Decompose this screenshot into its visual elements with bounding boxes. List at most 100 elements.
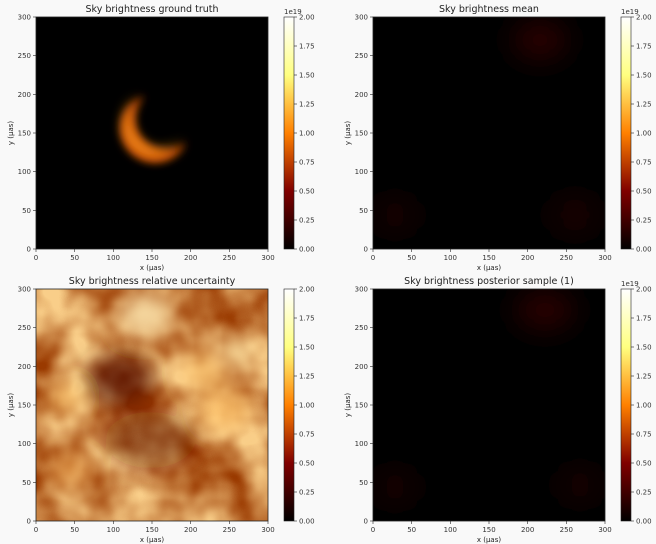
heatmap-posterior-sample	[373, 289, 605, 521]
colorbar-tick-label: 0.00	[299, 518, 315, 526]
x-tick-label: 150	[482, 254, 495, 262]
colorbar-tick-label: 1.25	[299, 101, 315, 109]
x-tick-label: 50	[407, 526, 416, 534]
colorbar-ground-truth	[283, 16, 295, 250]
colorbar-tick-label: 0.75	[299, 159, 315, 167]
y-tick-label: 300	[18, 286, 31, 294]
colorbar-tick-label: 1.00	[636, 130, 652, 138]
x-tick-label: 100	[444, 526, 457, 534]
x-tick-label: 50	[407, 254, 416, 262]
colorbar-tick-label: 1.75	[299, 315, 315, 323]
x-axis-label: x (µas)	[140, 536, 164, 544]
y-tick-label: 300	[355, 286, 368, 294]
x-tick-label: 300	[261, 254, 274, 262]
colorbar-tick-label: 0.00	[636, 246, 652, 254]
x-tick-label: 50	[70, 526, 79, 534]
x-tick-label: 200	[521, 254, 534, 262]
y-tick-label: 200	[18, 363, 31, 371]
x-tick-label: 0	[371, 526, 375, 534]
colorbar-tick-label: 1.75	[299, 43, 315, 51]
colorbar-uncertainty	[283, 288, 295, 522]
y-tick-label: 0	[364, 518, 368, 526]
heatmap-uncertainty	[36, 289, 268, 521]
x-tick-label: 150	[145, 526, 158, 534]
x-axis-label: x (µas)	[477, 536, 501, 544]
y-tick-label: 200	[355, 363, 368, 371]
x-tick-label: 250	[223, 526, 236, 534]
y-axis-label: y (µas)	[7, 393, 15, 417]
x-tick-label: 150	[482, 526, 495, 534]
x-tick-label: 100	[107, 526, 120, 534]
panel-ground-truth: Sky brightness ground truth	[35, 4, 269, 250]
x-tick-label: 50	[70, 254, 79, 262]
colorbar-tick-label: 1.50	[299, 72, 315, 80]
colorbar-tick-label: 0.75	[299, 431, 315, 439]
x-tick-label: 200	[184, 254, 197, 262]
title-ground-truth: Sky brightness ground truth	[86, 4, 219, 15]
colorbar-tick-label: 0.25	[299, 217, 315, 225]
y-tick-label: 250	[355, 52, 368, 60]
colorbar-scale-label: 1e19	[621, 280, 639, 288]
colorbar-tick-label: 1.25	[299, 373, 315, 381]
y-tick-label: 250	[18, 52, 31, 60]
y-tick-label: 0	[364, 246, 368, 254]
heatmap-ground-truth	[36, 17, 268, 249]
y-axis-label: y (µas)	[7, 121, 15, 145]
y-tick-label: 150	[18, 130, 31, 138]
x-axis-label: x (µas)	[140, 264, 164, 272]
colorbar-tick-label: 1.25	[636, 101, 652, 109]
y-tick-label: 50	[22, 479, 31, 487]
colorbar-tick-label: 0.25	[636, 489, 652, 497]
y-tick-label: 50	[22, 207, 31, 215]
colorbar-scale-label: 1e19	[284, 8, 302, 16]
y-tick-label: 100	[355, 168, 368, 176]
y-axis-label: y (µas)	[344, 393, 352, 417]
colorbar-tick-label: 0.50	[299, 460, 315, 468]
title-mean: Sky brightness mean	[439, 4, 539, 15]
panel-posterior-sample: Sky brightness posterior sample (1)	[372, 276, 606, 522]
y-tick-label: 250	[355, 324, 368, 332]
panel-mean: Sky brightness mean	[372, 4, 606, 250]
x-tick-label: 0	[34, 526, 38, 534]
colorbar-tick-label: 1.25	[636, 373, 652, 381]
x-tick-label: 0	[34, 254, 38, 262]
axes-layer: 0 50 100 150 200 250 300 0 50 100 150 200 250 300 x (µ…	[7, 8, 652, 544]
colorbar-tick-label: 1.50	[636, 72, 652, 80]
x-tick-label: 200	[521, 526, 534, 534]
x-axis-label: x (µas)	[477, 264, 501, 272]
y-tick-label: 0	[27, 518, 31, 526]
y-tick-label: 150	[18, 402, 31, 410]
colorbar-tick-label: 2.00	[299, 14, 315, 22]
x-tick-label: 0	[371, 254, 375, 262]
colorbar-tick-label: 1.75	[636, 315, 652, 323]
x-tick-label: 250	[560, 254, 573, 262]
x-tick-label: 250	[560, 526, 573, 534]
y-tick-label: 300	[18, 14, 31, 22]
x-tick-label: 300	[598, 526, 611, 534]
colorbar-tick-label: 0.25	[299, 489, 315, 497]
colorbar-tick-label: 1.50	[299, 344, 315, 352]
colorbar-tick-label: 0.50	[299, 188, 315, 196]
y-tick-label: 100	[18, 440, 31, 448]
y-tick-label: 200	[355, 91, 368, 99]
colorbar-tick-label: 0.00	[636, 518, 652, 526]
colorbar-tick-label: 1.00	[299, 130, 315, 138]
colorbar-tick-label: 1.75	[636, 43, 652, 51]
x-tick-label: 100	[107, 254, 120, 262]
colorbar-posterior-sample	[620, 288, 632, 522]
colorbar-tick-label: 2.00	[636, 286, 652, 294]
colorbar-tick-label: 0.25	[636, 217, 652, 225]
panel-uncertainty: Sky brightness relative uncertainty	[35, 276, 269, 522]
title-posterior-sample: Sky brightness posterior sample (1)	[404, 276, 574, 287]
colorbar-tick-label: 0.75	[636, 431, 652, 439]
x-tick-label: 300	[261, 526, 274, 534]
y-tick-label: 150	[355, 130, 368, 138]
colorbar-tick-label: 0.00	[299, 246, 315, 254]
heatmap-mean	[373, 17, 605, 249]
y-tick-label: 100	[18, 168, 31, 176]
y-tick-label: 250	[18, 324, 31, 332]
x-tick-label: 200	[184, 526, 197, 534]
x-tick-label: 250	[223, 254, 236, 262]
colorbar-tick-label: 1.00	[636, 402, 652, 410]
